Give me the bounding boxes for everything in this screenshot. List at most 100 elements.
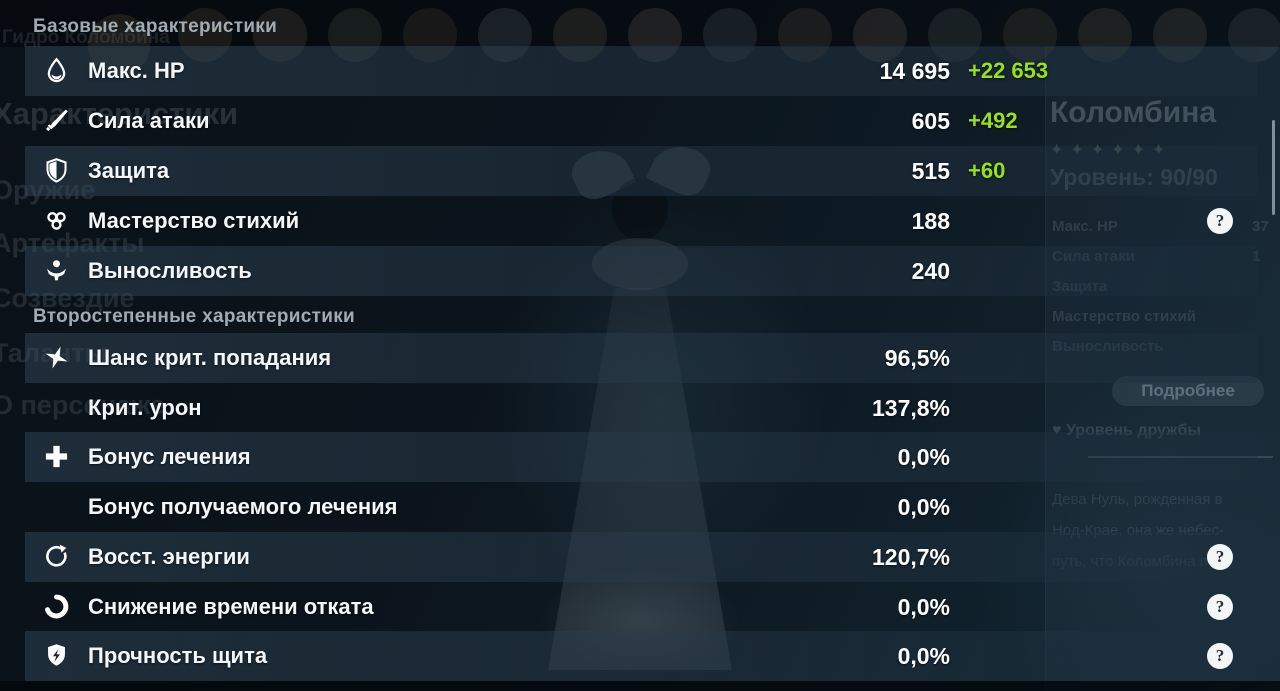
background-element-and-name: Гидро Коломбина <box>2 27 170 48</box>
stat-value: 0,0% <box>897 594 950 620</box>
background-menu-item: Созвездие <box>0 283 135 313</box>
stat-row: Восст. энергии 120,7%? <box>25 532 1257 582</box>
info-panel-stat-label: Сила атаки <box>1052 248 1135 265</box>
stat-label: Бонус получаемого лечения <box>88 494 398 519</box>
silhouette-head <box>612 178 668 240</box>
stat-row: Защита 515 +60 <box>25 146 1257 196</box>
info-panel-stat-line: Мастерство стихий <box>1052 308 1274 338</box>
stat-row: Прочность щита 0,0%? <box>25 631 1257 681</box>
help-icon[interactable]: ? <box>1207 643 1233 669</box>
character-avatar <box>1153 8 1207 62</box>
character-avatar <box>178 8 232 62</box>
stat-row: Шанс крит. попадания 96,5% <box>25 333 1257 383</box>
healing-bonus-icon <box>43 443 70 470</box>
character-avatar <box>1078 8 1132 62</box>
rarity-stars: ✦✦✦✦✦✦ <box>1050 140 1172 160</box>
info-panel-stat-line: Выносливость <box>1052 338 1274 368</box>
stat-label: Выносливость <box>88 258 252 283</box>
stat-label: Бонус лечения <box>88 444 251 469</box>
info-panel-stat-line: Макс. HP 37 <box>1052 218 1274 248</box>
shield-strength-icon <box>43 642 70 669</box>
top-character-strip <box>0 0 1280 47</box>
heart-icon: ♥ <box>1052 422 1062 439</box>
background-menu-item: Оружие <box>0 175 95 206</box>
character-avatar <box>253 8 307 62</box>
selected-character-avatar <box>88 14 150 76</box>
info-panel-stat-label: Выносливость <box>1052 338 1164 355</box>
info-panel-stat-line: Сила атаки 1 <box>1052 248 1274 278</box>
character-level: Уровень: 90/90 <box>1050 164 1218 191</box>
character-avatar <box>778 8 832 62</box>
stat-row: Бонус получаемого лечения 0,0% <box>25 482 1257 532</box>
stat-value: 515 <box>911 158 950 184</box>
character-avatar <box>403 8 457 62</box>
stat-label: Шанс крит. попадания <box>88 345 332 370</box>
background-glow <box>900 300 1280 691</box>
help-icon[interactable]: ? <box>1207 208 1233 234</box>
details-button[interactable]: Подробнее <box>1112 376 1264 406</box>
cooldown-reduction-icon <box>43 593 70 620</box>
character-avatar <box>553 8 607 62</box>
character-avatar <box>628 8 682 62</box>
stat-value: 14 695 <box>879 58 950 84</box>
character-avatar <box>928 8 982 62</box>
stat-label: Макс. HP <box>88 58 185 83</box>
character-avatar <box>853 8 907 62</box>
bottom-strip <box>0 681 1280 691</box>
stat-label: Снижение времени отката <box>88 594 374 619</box>
stat-value: 0,0% <box>897 643 950 669</box>
info-panel-stat-value: 1 <box>1252 248 1260 265</box>
energy-recharge-icon <box>43 543 70 570</box>
section-header-secondary-stats: Второстепенные характеристики <box>33 306 356 327</box>
background-info-panel: Коломбина ✦✦✦✦✦✦ Уровень: 90/90 Макс. HP… <box>1045 46 1280 691</box>
stat-row: Макс. HP 14 695 +22 653 <box>25 46 1257 96</box>
character-avatar <box>1228 8 1280 62</box>
info-panel-stat-label: Защита <box>1052 278 1107 295</box>
info-panel-stat-label: Мастерство стихий <box>1052 308 1196 325</box>
elemental-mastery-icon <box>43 207 70 234</box>
stat-value: 240 <box>911 258 950 284</box>
stat-value: 120,7% <box>871 544 950 570</box>
stat-value: 96,5% <box>884 345 950 371</box>
silhouette-skirt-glow <box>540 565 740 675</box>
section-header-base-stats: Базовые характеристики <box>33 16 278 37</box>
character-avatar <box>1003 8 1057 62</box>
stat-label: Мастерство стихий <box>88 208 300 233</box>
background-menu-item: Характеристики <box>0 96 239 131</box>
stat-bonus-value: +492 <box>968 108 1018 133</box>
stat-label: Крит. урон <box>88 395 202 420</box>
stamina-icon <box>43 257 70 284</box>
stat-row: Бонус лечения 0,0% <box>25 432 1257 482</box>
stat-row: Крит. урон 137,8% <box>25 383 1257 433</box>
stat-value: 605 <box>911 108 950 134</box>
stat-label: Сила атаки <box>88 108 210 133</box>
stat-bonus-value: +60 <box>968 158 1006 183</box>
help-icon[interactable]: ? <box>1207 544 1233 570</box>
character-name: Коломбина <box>1050 96 1217 129</box>
stat-value: 137,8% <box>871 395 950 421</box>
character-avatar <box>328 8 382 62</box>
defense-icon <box>43 157 70 184</box>
silhouette-collar <box>592 238 688 290</box>
description-line: путь, что Коломбина по… <box>1052 546 1280 577</box>
stat-value: 0,0% <box>897 444 950 470</box>
info-panel-stat-value: 37 <box>1252 218 1269 235</box>
stat-row: Выносливость 240 <box>25 246 1257 296</box>
attack-icon <box>43 107 70 134</box>
info-panel-stat-label: Макс. HP <box>1052 218 1118 235</box>
stat-label: Восст. энергии <box>88 544 250 569</box>
character-avatar <box>703 8 757 62</box>
info-panel-scrollbar <box>1272 120 1275 215</box>
stat-bonus-value: +22 653 <box>968 58 1049 83</box>
help-icon[interactable]: ? <box>1207 594 1233 620</box>
description-line: Дева Нуль, рожденная в <box>1052 491 1223 508</box>
stat-label: Защита <box>88 158 170 183</box>
stat-value: 0,0% <box>897 494 950 520</box>
info-panel-stat-line: Защита <box>1052 278 1274 308</box>
stat-row: Мастерство стихий 188? <box>25 196 1257 246</box>
hp-icon <box>43 57 70 84</box>
stat-label: Прочность щита <box>88 643 268 668</box>
stat-row: Сила атаки 605 +492 <box>25 96 1257 146</box>
